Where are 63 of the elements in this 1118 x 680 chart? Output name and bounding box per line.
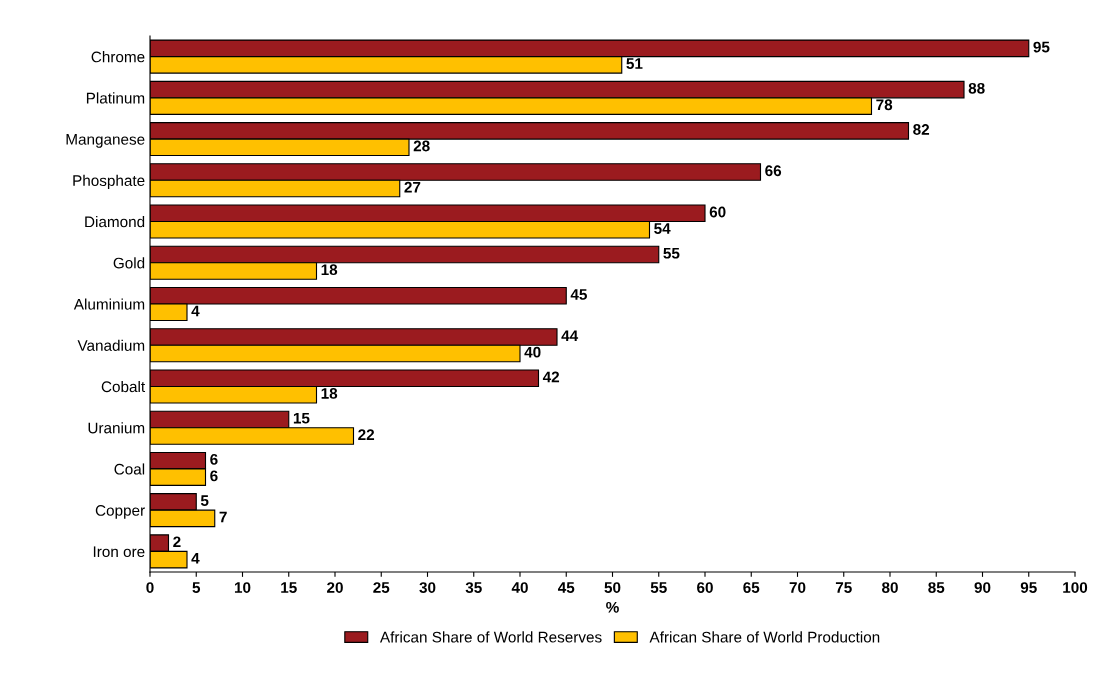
data-label: 18: [321, 387, 338, 399]
data-label: 6: [210, 470, 218, 482]
data-label: 66: [765, 165, 782, 177]
data-label: 45: [570, 289, 587, 300]
data-label: 4: [191, 553, 200, 564]
data-label: 4: [191, 305, 200, 317]
data-label: 15: [293, 412, 310, 424]
data-label: 55: [663, 247, 680, 259]
x-tick-label: 15: [281, 582, 297, 593]
data-label: 78: [876, 99, 893, 111]
y-tick-label: Gold: [113, 257, 145, 269]
x-tick-label: 90: [974, 582, 991, 593]
x-tick-label: 70: [789, 582, 806, 593]
data-label: 44: [561, 330, 579, 341]
y-tick-label: Vanadium: [77, 339, 145, 351]
x-tick-label: 65: [743, 582, 760, 593]
data-label: 18: [321, 264, 338, 276]
y-tick-label: Uranium: [88, 422, 145, 434]
data-label: 51: [626, 58, 643, 69]
legend-label: African Share of World Reserves: [379, 631, 602, 643]
y-tick-label: Aluminium: [73, 298, 145, 310]
x-tick-label: 75: [835, 582, 852, 593]
x-tick-label: 0: [146, 582, 154, 593]
x-tick-label: 95: [1020, 582, 1037, 593]
x-tick-label: 60: [697, 582, 713, 593]
y-tick-label: Chrome: [91, 51, 145, 63]
x-tick-label: 45: [557, 582, 575, 593]
x-axis-title: %: [606, 601, 619, 613]
data-label: 22: [358, 429, 375, 440]
x-tick-label: 55: [650, 582, 667, 593]
x-tick-label: 35: [465, 582, 482, 593]
data-label: 40: [524, 346, 541, 358]
data-label: 95: [1033, 41, 1050, 53]
x-tick-label: 85: [928, 582, 945, 593]
legend-label: African Share of World Production: [649, 631, 880, 643]
data-label: 7: [219, 511, 227, 523]
data-label: 27: [404, 181, 421, 193]
data-label: 54: [654, 223, 671, 234]
y-tick-label: Manganese: [66, 134, 145, 148]
x-tick-label: 40: [511, 582, 528, 593]
data-label: 6: [210, 453, 218, 465]
y-tick-label: Copper: [95, 505, 145, 519]
data-label: 5: [200, 495, 209, 507]
y-tick-label: Iron ore: [93, 546, 145, 558]
x-tick-label: 80: [881, 582, 898, 593]
x-tick-label: 100: [1063, 582, 1088, 593]
y-tick-label: Cobalt: [101, 380, 146, 393]
x-tick-label: 10: [234, 582, 251, 593]
data-label: 82: [913, 124, 930, 135]
data-label: 2: [173, 536, 181, 548]
y-tick-label: Phosphate: [73, 174, 145, 190]
x-tick-label: 50: [604, 582, 621, 593]
x-tick-label: 20: [327, 582, 343, 593]
x-tick-label: 30: [419, 582, 436, 593]
data-label: 88: [968, 82, 985, 94]
x-tick-label: 25: [373, 582, 390, 593]
x-tick-label: 5: [192, 582, 201, 593]
y-tick-label: Coal: [114, 463, 145, 475]
data-label: 60: [709, 206, 726, 218]
data-label: 42: [542, 371, 560, 383]
data-label: 28: [413, 140, 430, 152]
y-tick-label: Diamond: [85, 216, 145, 228]
y-tick-label: Platinum: [86, 92, 145, 104]
